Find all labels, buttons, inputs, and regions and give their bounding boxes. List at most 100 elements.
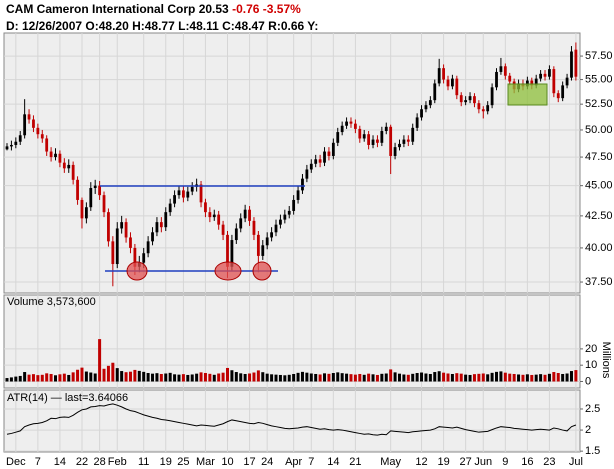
volume-bar	[477, 373, 481, 382]
volume-bar	[23, 372, 27, 382]
volume-bar	[296, 372, 300, 382]
volume-bar	[358, 373, 362, 382]
x-tick-label: Jun	[474, 456, 492, 468]
volume-bar	[27, 374, 31, 382]
candle-body	[384, 126, 388, 132]
candle-body	[455, 78, 459, 96]
x-tick-label: 23	[543, 456, 555, 468]
y-tick-label: 55.00	[585, 73, 613, 85]
volume-bar	[36, 375, 40, 382]
volume-bar	[177, 374, 181, 382]
volume-bar	[490, 372, 494, 382]
support-circle	[126, 261, 148, 281]
x-tick-label: Dec	[6, 456, 26, 468]
candle-body	[287, 210, 291, 215]
volume-bar	[18, 375, 22, 382]
candle-body	[415, 117, 419, 128]
volume-bar	[146, 373, 150, 382]
volume-bar	[133, 369, 137, 382]
candle-body	[27, 114, 31, 120]
volume-bar	[459, 373, 463, 382]
candle-body	[23, 114, 27, 136]
volume-bar	[384, 373, 388, 382]
x-tick-label: 28	[93, 456, 105, 468]
candle-body	[318, 159, 322, 163]
candle-body	[93, 185, 97, 189]
volume-bar	[517, 374, 521, 382]
volume-bar	[195, 373, 199, 382]
volume-bar	[102, 368, 106, 382]
volume-bar	[362, 374, 366, 382]
price-panel	[3, 32, 581, 294]
candle-body	[367, 134, 371, 145]
panel-title: ATR(14) — last=3.64066	[7, 392, 128, 404]
volume-bar	[547, 373, 551, 382]
volume-bar	[199, 372, 203, 382]
x-tick-label: 7	[308, 456, 314, 468]
volume-bar	[31, 374, 35, 382]
candle-body	[40, 134, 44, 139]
candle-body	[314, 159, 318, 164]
header: CAM Cameron International Corp 20.53 -0.…	[6, 2, 301, 16]
volume-bar	[181, 374, 185, 382]
candle-body	[67, 164, 71, 169]
candle-body	[98, 185, 102, 196]
volume-bar	[287, 374, 291, 382]
candle-body	[331, 142, 335, 156]
candle-body	[107, 212, 110, 242]
marks	[5, 42, 578, 436]
x-tick-label: 24	[261, 456, 273, 468]
volume-bar	[252, 372, 256, 382]
candle-body	[380, 131, 384, 143]
candle-body	[362, 134, 366, 139]
volume-bar	[248, 373, 252, 382]
y-axis-label: Millions	[600, 342, 612, 379]
volume-bar	[274, 374, 278, 382]
volume-bar	[128, 371, 132, 382]
candle-body	[503, 66, 507, 76]
candle-body	[327, 151, 331, 156]
candle-body	[5, 146, 9, 150]
x-tick-label: 21	[349, 456, 361, 468]
candle-body	[217, 214, 221, 225]
candle-body	[296, 190, 300, 200]
candle-body	[36, 127, 40, 135]
y-tick-label: 57.50	[585, 50, 613, 62]
x-tick-label: 16	[521, 456, 533, 468]
volume-bar	[217, 373, 221, 382]
annotations	[100, 83, 548, 281]
volume-bar	[521, 374, 525, 382]
volume-bar	[212, 374, 216, 382]
candle-body	[530, 80, 534, 86]
volume-bar	[349, 374, 353, 382]
candle-body	[159, 222, 163, 228]
volume-bar	[433, 372, 437, 382]
candle-body	[565, 77, 569, 86]
volume-bar	[472, 374, 476, 382]
volume-bar	[468, 374, 472, 382]
x-tick-label: Mar	[196, 456, 215, 468]
candle-body	[539, 73, 543, 79]
candle-body	[80, 199, 84, 219]
candle-body	[402, 139, 406, 144]
x-tick-label: 22	[76, 456, 88, 468]
volume-bar	[552, 372, 556, 382]
volume-bar	[67, 374, 71, 382]
volume-bar	[486, 374, 490, 382]
price-change: -0.76	[232, 2, 260, 16]
candle-body	[345, 121, 348, 126]
volume-bar	[84, 371, 88, 382]
volume-bar	[261, 372, 265, 382]
candle-body	[234, 228, 238, 241]
volume-bar	[318, 374, 322, 382]
volume-bar	[397, 373, 401, 382]
y-tick-label: 50.00	[585, 124, 613, 136]
y-tick-label: 42.50	[585, 210, 613, 222]
candle-body	[111, 241, 115, 265]
candle-body	[243, 209, 247, 219]
candle-body	[10, 144, 13, 147]
volume-bar	[45, 373, 49, 382]
candle-body	[102, 195, 106, 213]
candle-body	[199, 184, 203, 203]
candle-body	[18, 135, 22, 142]
